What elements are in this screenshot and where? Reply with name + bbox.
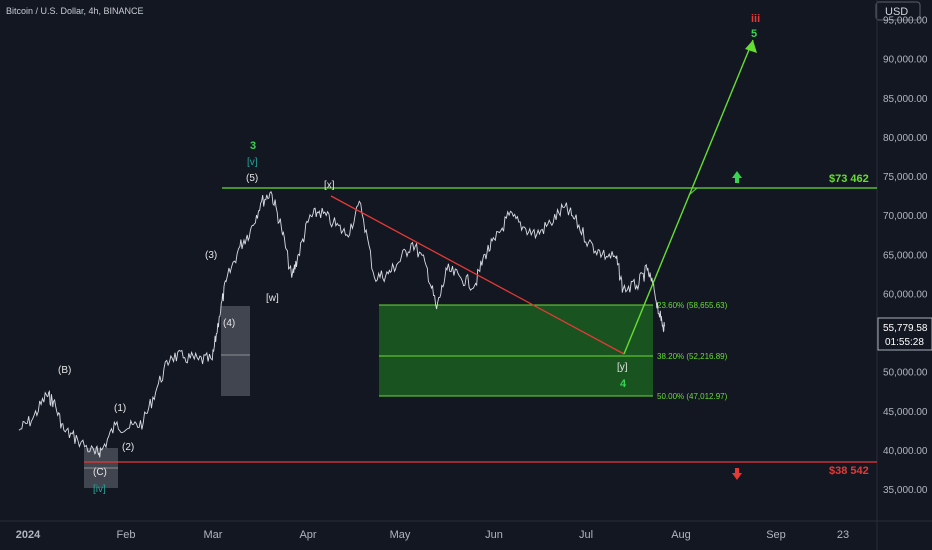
fib-zone[interactable] <box>379 305 653 396</box>
currency-button[interactable]: USD <box>875 1 921 21</box>
price-tick-label: 95,000.00 <box>883 16 928 27</box>
time-axis[interactable]: 2024 Feb Mar Apr May Jun Jul Aug Sep 23 <box>16 529 849 541</box>
price-axis[interactable]: 95,000.00 90,000.00 85,000.00 80,000.00 75,0… <box>883 16 928 497</box>
wave-label-3: 3 <box>250 140 256 152</box>
wave-label-v: [v] <box>247 157 258 168</box>
price-tick-label: 75,000.00 <box>883 172 928 183</box>
projection-arrowhead <box>745 40 757 53</box>
time-tick-label: Feb <box>117 529 136 541</box>
price-tick-label: 60,000.00 <box>883 289 928 300</box>
price-tick-label: 35,000.00 <box>883 485 928 496</box>
wave-label-3-paren: (3) <box>205 250 217 261</box>
price-tick-label: 50,000.00 <box>883 368 928 379</box>
time-tick-label: 23 <box>837 529 849 541</box>
time-tick-label: Jun <box>485 529 503 541</box>
fib-label-382: 38.20% (52,216.89) <box>657 352 728 361</box>
price-tick-label: 65,000.00 <box>883 250 928 261</box>
fib-label-500: 50.00% (47,012.97) <box>657 392 728 401</box>
wave-label-w: [w] <box>266 293 279 304</box>
wave-label-C: (C) <box>93 467 107 478</box>
last-price-value: 55,779.58 <box>883 323 928 334</box>
price-tick-label: 70,000.00 <box>883 211 928 222</box>
price-tick-label: 80,000.00 <box>883 133 928 144</box>
time-tick-label: Sep <box>766 529 786 541</box>
fib-label-236: 23.60% (58,655.63) <box>657 301 728 310</box>
up-arrow-icon <box>732 171 742 183</box>
down-arrow-icon <box>732 468 742 480</box>
wave-label-x: [x] <box>324 180 335 191</box>
wave-label-2: (2) <box>122 442 134 453</box>
wave-label-4-paren: (4) <box>223 318 235 329</box>
wave-4-box[interactable] <box>221 306 250 396</box>
wave-label-iv: [iv] <box>93 484 106 495</box>
price-tick-label: 90,000.00 <box>883 55 928 66</box>
time-tick-label: Mar <box>204 529 223 541</box>
price-tick-label: 85,000.00 <box>883 94 928 105</box>
wave-label-iii: iii <box>751 13 760 25</box>
time-tick-label: Jul <box>579 529 593 541</box>
target-label: $73 462 <box>829 173 869 185</box>
wave-label-5-paren: (5) <box>246 173 258 184</box>
symbol-title: Bitcoin / U.S. Dollar, 4h, BINANCE <box>6 6 144 16</box>
countdown-timer: 01:55:28 <box>885 337 924 348</box>
last-price-badge: 55,779.58 01:55:28 <box>877 317 932 351</box>
wave-label-B: (B) <box>58 365 71 376</box>
time-tick-label: 2024 <box>16 529 41 541</box>
price-tick-label: 40,000.00 <box>883 446 928 457</box>
time-tick-label: May <box>390 529 411 541</box>
currency-button-label: USD <box>885 6 908 18</box>
time-tick-label: Aug <box>671 529 691 541</box>
wave-label-y: [y] <box>617 362 628 373</box>
time-tick-label: Apr <box>299 529 316 541</box>
wave-label-1: (1) <box>114 403 126 414</box>
wave-label-5: 5 <box>751 28 757 40</box>
trend-line-red[interactable] <box>330 195 625 355</box>
price-tick-label: 45,000.00 <box>883 407 928 418</box>
price-line[interactable] <box>18 190 665 458</box>
wave-label-4: 4 <box>620 378 627 390</box>
stop-label: $38 542 <box>829 465 869 477</box>
projection-tick <box>688 187 698 196</box>
projection-line[interactable] <box>623 39 754 355</box>
